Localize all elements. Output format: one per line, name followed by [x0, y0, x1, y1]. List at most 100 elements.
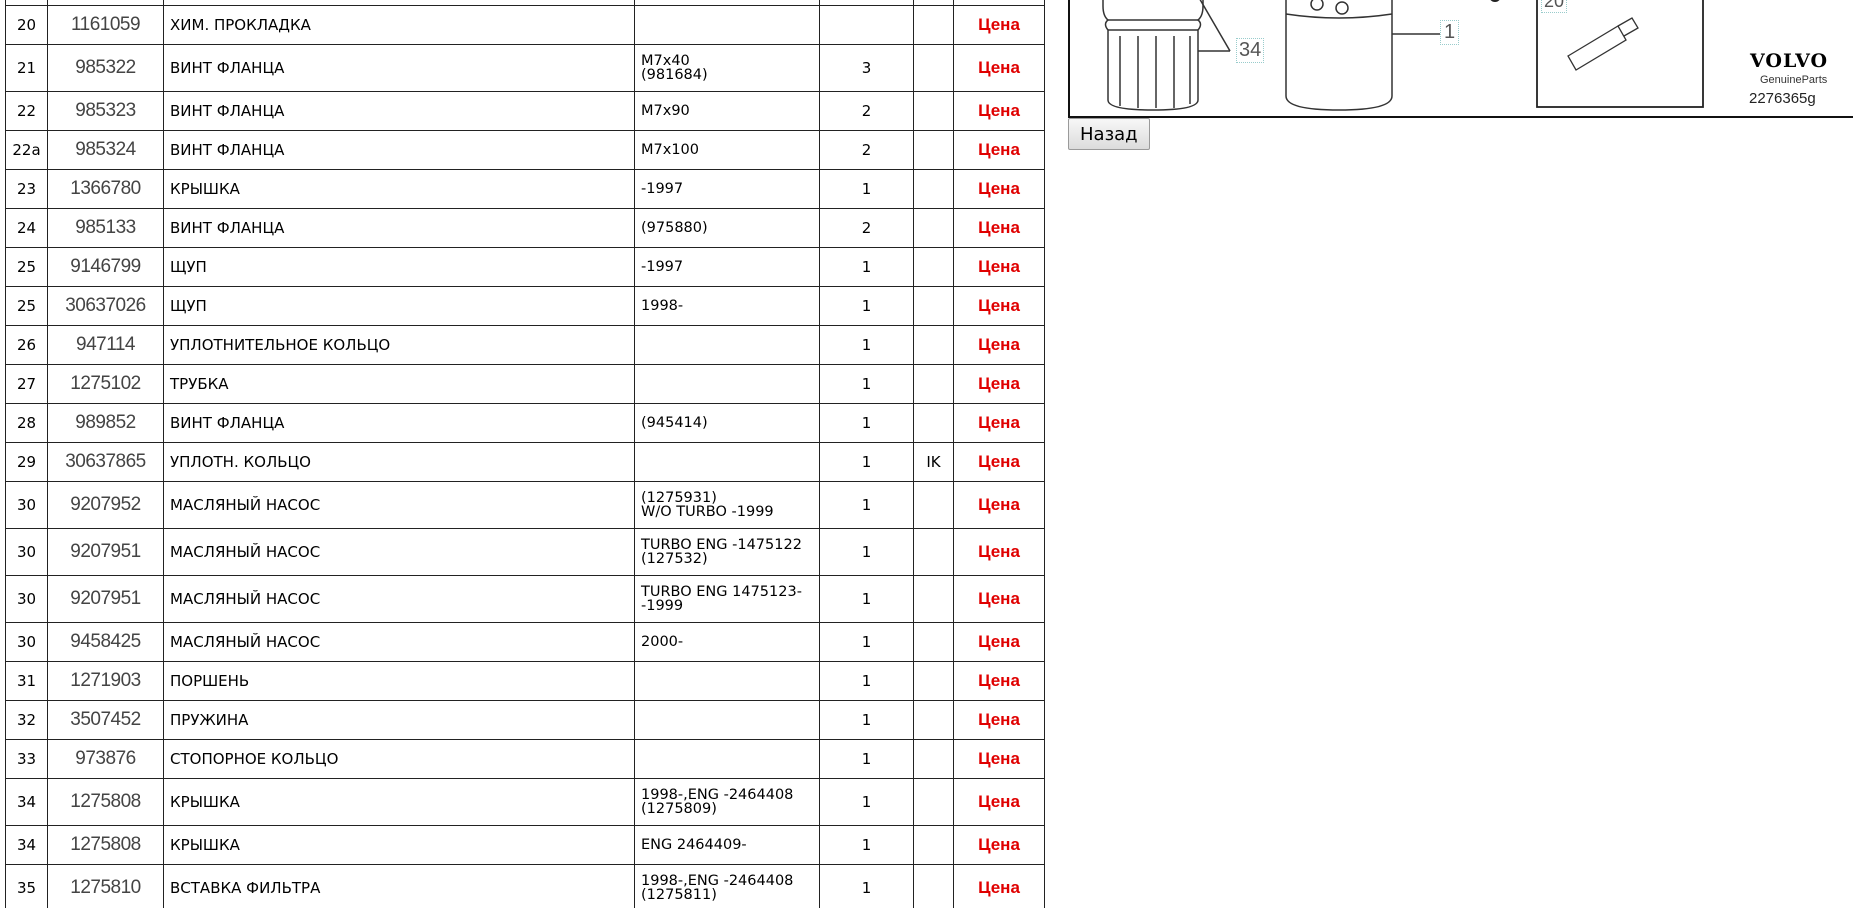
price-link[interactable]: Цена: [978, 589, 1020, 608]
part-number-cell: 3507452: [47, 700, 164, 740]
table-row: 34 1275808 КРЫШКА ENG 2464409- 1 Цена: [5, 825, 1045, 865]
note-cell: TURBO ENG -1475122 (127532): [634, 528, 820, 576]
part-number-cell: 947114: [47, 325, 164, 365]
price-link[interactable]: Цена: [978, 542, 1020, 561]
part-number-cell: 9458425: [47, 622, 164, 662]
price-link[interactable]: Цена: [978, 749, 1020, 768]
table-row: 29 30637865 УПЛОТН. КОЛЬЦО 1 IK Цена: [5, 442, 1045, 482]
price-cell: Цена: [953, 622, 1045, 662]
table-row: 26 947114 УПЛОТНИТЕЛЬНОЕ КОЛЬЦО 1 Цена: [5, 325, 1045, 365]
oil-filter-icon: [1285, 0, 1393, 111]
price-link[interactable]: Цена: [978, 101, 1020, 120]
part-name-cell: УПЛОТН. КОЛЬЦО: [163, 442, 635, 482]
parts-table: 20 1161059 ХИМ. ПРОКЛАДКА Цена 21 985322 ВИНТ …: [5, 0, 1045, 908]
position-cell: 25: [5, 286, 48, 326]
price-link[interactable]: Цена: [978, 710, 1020, 729]
quantity-cell: 1: [819, 661, 914, 701]
flag-cell: [913, 44, 954, 92]
part-number-cell: 1275808: [47, 825, 164, 865]
note-cell: 1998-,ENG -2464408 (1275811): [634, 864, 820, 908]
quantity-cell: [819, 5, 914, 45]
table-row: 25 9146799 ЩУП -1997 1 Цена: [5, 247, 1045, 287]
position-cell: 32: [5, 700, 48, 740]
note-cell: [634, 364, 820, 404]
note-cell: M7x40 (981684): [634, 44, 820, 92]
flag-cell: [913, 864, 954, 908]
part-name-cell: ПРУЖИНА: [163, 700, 635, 740]
price-cell: Цена: [953, 364, 1045, 404]
price-link[interactable]: Цена: [978, 413, 1020, 432]
part-name-cell: ЩУП: [163, 286, 635, 326]
part-number-cell: 30637026: [47, 286, 164, 326]
callout-20: 20: [1541, 0, 1568, 13]
volvo-logo: VOLVO: [1750, 50, 1829, 72]
part-name-cell: ВИНТ ФЛАНЦА: [163, 208, 635, 248]
position-cell: 28: [5, 403, 48, 443]
price-link[interactable]: Цена: [978, 296, 1020, 315]
part-name-cell: МАСЛЯНЫЙ НАСОС: [163, 575, 635, 623]
note-cell: M7x90: [634, 91, 820, 131]
price-link[interactable]: Цена: [978, 179, 1020, 198]
note-cell: 2000-: [634, 622, 820, 662]
table-row: 30 9458425 МАСЛЯНЫЙ НАСОС 2000- 1 Цена: [5, 622, 1045, 662]
callout-1: 1: [1440, 20, 1460, 45]
price-cell: Цена: [953, 286, 1045, 326]
price-cell: Цена: [953, 44, 1045, 92]
price-link[interactable]: Цена: [978, 257, 1020, 276]
part-name-cell: МАСЛЯНЫЙ НАСОС: [163, 622, 635, 662]
part-name-cell: УПЛОТНИТЕЛЬНОЕ КОЛЬЦО: [163, 325, 635, 365]
part-number-cell: 985133: [47, 208, 164, 248]
position-cell: 30: [5, 622, 48, 662]
price-link[interactable]: Цена: [978, 374, 1020, 393]
part-name-cell: ВИНТ ФЛАНЦА: [163, 403, 635, 443]
quantity-cell: 1: [819, 325, 914, 365]
price-link[interactable]: Цена: [978, 632, 1020, 651]
flag-cell: [913, 247, 954, 287]
price-link[interactable]: Цена: [978, 452, 1020, 471]
flag-cell: [913, 286, 954, 326]
back-button[interactable]: Назад: [1068, 118, 1150, 150]
part-number-cell: 985322: [47, 44, 164, 92]
flag-cell: [913, 208, 954, 248]
position-cell: 26: [5, 325, 48, 365]
price-link[interactable]: Цена: [978, 495, 1020, 514]
price-cell: Цена: [953, 528, 1045, 576]
table-row: 32 3507452 ПРУЖИНА 1 Цена: [5, 700, 1045, 740]
position-cell: 30: [5, 528, 48, 576]
price-link[interactable]: Цена: [978, 335, 1020, 354]
part-name-cell: ТРУБКА: [163, 364, 635, 404]
note-cell: M7x100: [634, 130, 820, 170]
price-link[interactable]: Цена: [978, 878, 1020, 897]
price-cell: Цена: [953, 481, 1045, 529]
table-row: 20 1161059 ХИМ. ПРОКЛАДКА Цена: [5, 5, 1045, 45]
price-link[interactable]: Цена: [978, 671, 1020, 690]
price-link[interactable]: Цена: [978, 792, 1020, 811]
part-number-cell: 9207951: [47, 528, 164, 576]
quantity-cell: 1: [819, 739, 914, 779]
part-name-cell: КРЫШКА: [163, 169, 635, 209]
price-cell: Цена: [953, 442, 1045, 482]
note-cell: 1998-: [634, 286, 820, 326]
flag-cell: [913, 5, 954, 45]
price-link[interactable]: Цена: [978, 58, 1020, 77]
diagram-drawing: [1102, 0, 1704, 111]
price-link[interactable]: Цена: [978, 15, 1020, 34]
flag-cell: [913, 825, 954, 865]
table-row: 22 985323 ВИНТ ФЛАНЦА M7x90 2 Цена: [5, 91, 1045, 131]
sealant-tube-icon: [1567, 17, 1639, 71]
flag-cell: [913, 91, 954, 131]
part-number-cell: 985323: [47, 91, 164, 131]
flag-cell: [913, 403, 954, 443]
position-cell: 29: [5, 442, 48, 482]
note-cell: [634, 661, 820, 701]
part-name-cell: ПОРШЕНЬ: [163, 661, 635, 701]
flag-cell: [913, 364, 954, 404]
table-row: 24 985133 ВИНТ ФЛАНЦА (975880) 2 Цена: [5, 208, 1045, 248]
position-cell: 30: [5, 575, 48, 623]
price-link[interactable]: Цена: [978, 218, 1020, 237]
sealant-box: [1536, 0, 1704, 108]
price-link[interactable]: Цена: [978, 140, 1020, 159]
table-row: 23 1366780 КРЫШКА -1997 1 Цена: [5, 169, 1045, 209]
price-link[interactable]: Цена: [978, 835, 1020, 854]
flag-cell: [913, 528, 954, 576]
